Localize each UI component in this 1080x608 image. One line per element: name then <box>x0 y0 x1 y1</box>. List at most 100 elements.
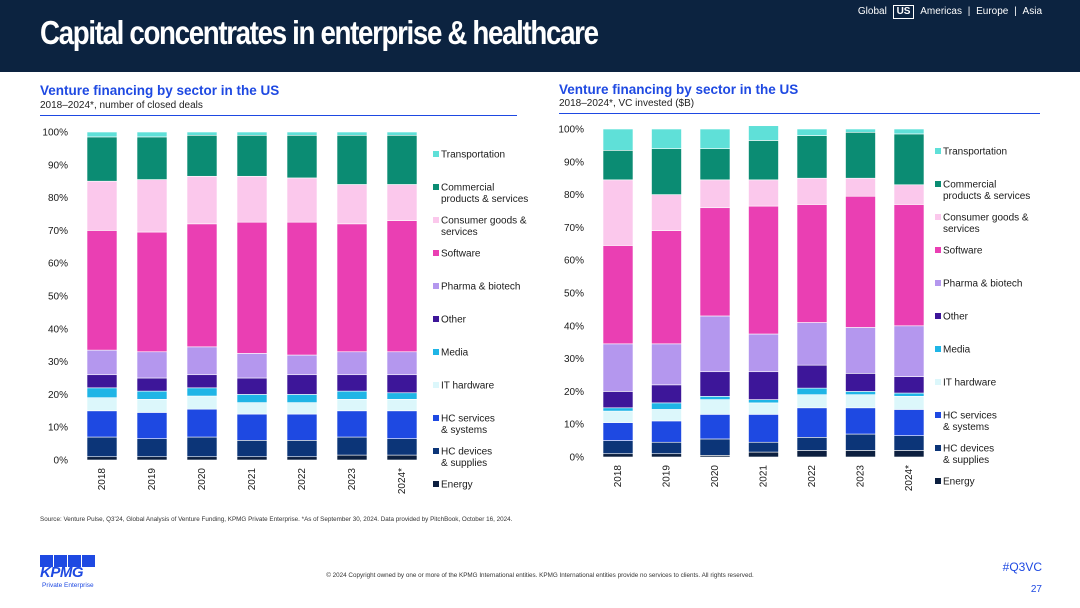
chart-subtitle-deals: 2018–2024*, number of closed deals <box>40 100 203 111</box>
bar-segment-software <box>893 204 925 327</box>
legend-label-energy: Energy <box>943 477 975 488</box>
legend-swatch-media <box>433 349 439 355</box>
legend-swatch-commercial-products-services <box>433 184 439 190</box>
bar-segment-commercial-products-services <box>893 133 925 186</box>
y-tick-label: 70% <box>48 226 68 237</box>
logo-subtitle: Private Enterprise <box>42 582 94 589</box>
bar-segment-consumer-goods-services <box>748 179 779 207</box>
legend-label-software: Software <box>441 249 481 260</box>
bar-segment-hc-services-systems <box>186 408 218 438</box>
hashtag: #Q3VC <box>1002 560 1042 574</box>
chart-rule <box>40 115 517 116</box>
legend-label-transportation: Transportation <box>943 147 1007 158</box>
bar-segment-hc-devices-supplies <box>845 433 876 451</box>
bar-segment-media <box>602 407 634 412</box>
legend-label-other: Other <box>943 312 969 323</box>
bar-segment-commercial-products-services <box>602 150 634 181</box>
bar-segment-commercial-products-services <box>286 134 318 179</box>
legend-label-software: Software <box>943 246 983 257</box>
bar-segment-pharma-biotech <box>602 343 634 392</box>
y-tick-label: 10% <box>48 423 68 434</box>
bar-segment-it-hardware <box>748 402 779 415</box>
bar-segment-consumer-goods-services <box>796 177 828 205</box>
bar-segment-consumer-goods-services <box>893 184 925 205</box>
legend-swatch-pharma-biotech <box>935 280 941 286</box>
bar-segment-transportation <box>336 131 368 136</box>
bar-segment-hc-services-systems <box>86 410 118 438</box>
bar-segment-consumer-goods-services <box>651 194 682 231</box>
bar-segment-energy <box>748 451 779 458</box>
y-tick-label: 80% <box>48 193 68 204</box>
x-tick-label: 2024* <box>397 468 408 494</box>
y-tick-label: 80% <box>564 190 584 201</box>
region-link-asia[interactable]: Asia <box>1022 6 1042 17</box>
region-separator: | <box>967 6 971 17</box>
legend-swatch-energy <box>935 478 941 484</box>
bar-segment-software <box>651 230 682 345</box>
bar-segment-media <box>699 396 731 400</box>
legend-swatch-pharma-biotech <box>433 283 439 289</box>
bar-segment-pharma-biotech <box>845 327 876 374</box>
region-link-global[interactable]: Global <box>857 6 887 17</box>
legend-swatch-software <box>433 250 439 256</box>
bar-segment-media <box>796 387 828 395</box>
page-number: 27 <box>1030 584 1042 595</box>
x-tick-label: 2023 <box>856 465 867 488</box>
bar-segment-transportation <box>651 128 682 149</box>
x-tick-label: 2018 <box>613 465 624 488</box>
bar-segment-hc-services-systems <box>796 407 828 438</box>
legend-label-energy: Energy <box>441 480 473 491</box>
legend-label-media: Media <box>943 345 971 356</box>
region-separator: | <box>1014 6 1017 17</box>
legend-swatch-consumer-goods-services <box>433 217 439 223</box>
y-tick-label: 10% <box>564 420 584 431</box>
bar-segment-hc-devices-supplies <box>699 438 731 456</box>
x-tick-label: 2024* <box>904 465 915 491</box>
bar-segment-consumer-goods-services <box>186 175 218 225</box>
bar-segment-software <box>286 221 318 356</box>
bar-segment-commercial-products-services <box>386 134 418 185</box>
legend-swatch-transportation <box>935 148 941 154</box>
legend-label-consumer-goods-services: Consumer goods & services <box>441 216 527 239</box>
region-link-americas[interactable]: Americas <box>920 6 962 17</box>
bar-segment-media <box>845 391 876 395</box>
bar-segment-it-hardware <box>893 396 925 410</box>
bar-segment-commercial-products-services <box>748 140 779 181</box>
bar-segment-commercial-products-services <box>186 134 218 177</box>
bar-segment-hc-services-systems <box>602 422 634 441</box>
deals-stacked-bar-chart: 0% 10% 20% 30% 40% 50% 60% 70% 80% 90% 100% 2018 201… <box>42 128 528 495</box>
x-tick-label: 2021 <box>759 465 770 488</box>
x-tick-label: 2020 <box>197 468 208 491</box>
header-banner: Capital concentrates in enterprise & hea… <box>0 0 1080 72</box>
region-link-europe[interactable]: Europe <box>976 6 1009 17</box>
region-link-us[interactable]: US <box>892 5 915 19</box>
y-tick-label: 0% <box>54 456 69 467</box>
bar-segment-commercial-products-services <box>699 148 731 181</box>
bar-segment-transportation <box>893 128 925 135</box>
y-tick-label: 70% <box>564 223 584 234</box>
bar-segment-it-hardware <box>602 410 634 423</box>
y-tick-label: 50% <box>48 292 68 303</box>
y-tick-label: 90% <box>48 160 68 171</box>
bar-segment-other <box>845 373 876 392</box>
bar-segment-pharma-biotech <box>136 351 168 379</box>
bar-segment-transportation <box>602 128 634 151</box>
y-tick-label: 60% <box>48 259 68 270</box>
bar-segment-software <box>796 204 828 323</box>
legend-swatch-hc-services-systems <box>433 415 439 421</box>
bar-segment-hc-devices-supplies <box>602 440 634 455</box>
bar-segment-commercial-products-services <box>236 134 268 177</box>
bar-segment-transportation <box>136 131 168 138</box>
bar-segment-commercial-products-services <box>136 136 168 180</box>
bar-segment-it-hardware <box>796 394 828 409</box>
bar-segment-hc-services-systems <box>236 413 268 441</box>
bar-segment-hc-services-systems <box>286 413 318 441</box>
bar-segment-it-hardware <box>699 399 731 415</box>
region-nav: Global US Americas | Europe | Asia <box>855 5 1042 19</box>
legend-swatch-software <box>935 247 941 253</box>
bar-segment-media <box>893 392 925 397</box>
bar-segment-transportation <box>186 131 218 136</box>
kpmg-logo: KPMG Private Enterprise <box>40 554 100 592</box>
bar-segment-commercial-products-services <box>796 135 828 179</box>
legend-swatch-other <box>433 316 439 322</box>
